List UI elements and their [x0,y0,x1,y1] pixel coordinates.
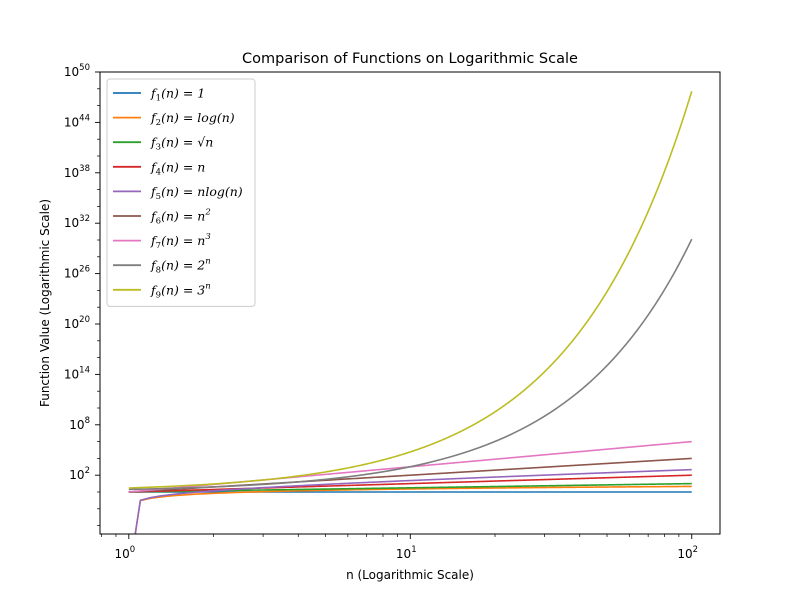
legend-entry: f1(n) = 1 [150,86,205,104]
legend-entry: f6(n) = n2 [150,208,211,227]
legend-entry: f4(n) = n [150,159,205,177]
legend-box [106,78,256,307]
legend-entry: f3(n) = √n [150,135,213,153]
legend-entry: f8(n) = 2n [150,257,211,276]
series-line-6 [128,457,693,493]
x-axis: 100 101 102 [101,534,698,561]
legend-entry: f9(n) = 3n [150,281,211,300]
legend-entry: f2(n) = log(n) [150,110,235,128]
legend-entry: f7(n) = n3 [150,232,211,251]
y-tick-label: 1032 [64,214,90,230]
y-axis: 102 108 1014 1020 1026 1032 1038 1044 1050 [64,63,100,526]
series-line-4 [128,474,693,493]
y-axis-label: Function Value (Logarithmic Scale) [38,199,52,407]
y-tick-label: 1014 [64,365,90,381]
series-line-8 [128,238,693,491]
y-tick-label: 108 [69,416,90,432]
x-tick-label: 102 [677,545,698,561]
x-tick-label: 100 [114,545,135,561]
y-tick-label: 1020 [64,315,90,331]
legend-entry: f5(n) = nlog(n) [150,184,243,202]
series-line-9 [128,90,693,489]
y-tick-label: 1044 [64,113,90,129]
series-line-5 [134,468,693,534]
plot-area [128,90,693,534]
y-tick-label: 1050 [64,63,90,79]
y-tick-label: 1026 [64,265,90,281]
y-tick-label: 1038 [64,164,90,180]
series-line-2 [134,485,693,534]
series-line-3 [128,482,693,493]
series-line-7 [128,440,693,493]
y-tick-label: 102 [69,466,90,482]
legend: f1(n) = 1 f2(n) = log(n) f3(n) = √n f4(n) =… [106,78,256,307]
chart-title: Comparison of Functions on Logarithmic S… [242,51,578,67]
x-axis-label: n (Logarithmic Scale) [346,568,474,582]
x-tick-label: 101 [396,545,417,561]
